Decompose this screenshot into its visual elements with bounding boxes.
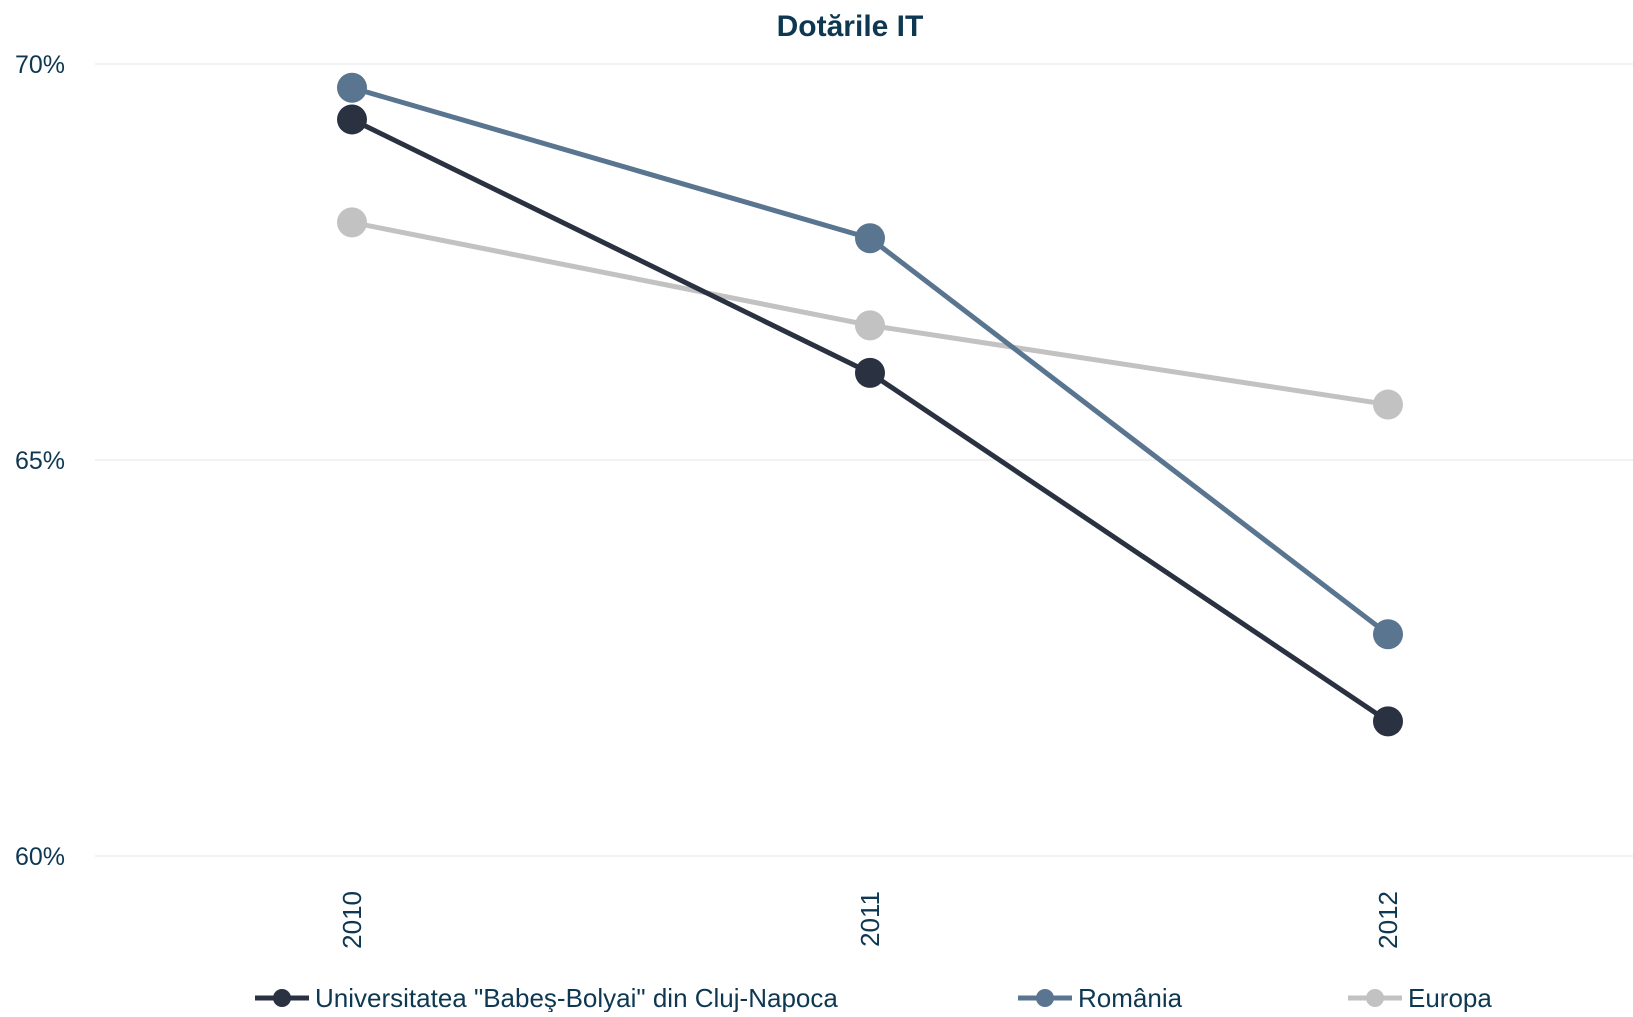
legend-label: România bbox=[1078, 983, 1183, 1012]
chart-title: Dotările IT bbox=[777, 10, 924, 43]
legend-item: Europa bbox=[1348, 983, 1492, 1013]
data-point bbox=[1373, 706, 1403, 737]
legend: Universitatea "Babeş-Bolyai" din Cluj-Na… bbox=[255, 983, 1492, 1013]
legend-label: Europa bbox=[1408, 983, 1492, 1012]
data-point bbox=[1373, 619, 1403, 650]
y-tick-label: 65% bbox=[15, 447, 65, 475]
x-axis-tick-labels: 2010 2011 2012 bbox=[337, 891, 1403, 949]
legend-label: Universitatea "Babeş-Bolyai" din Cluj-Na… bbox=[315, 983, 838, 1012]
data-point bbox=[855, 223, 885, 254]
x-tick-label: 2010 bbox=[337, 891, 367, 949]
data-point bbox=[855, 357, 885, 388]
y-tick-label: 70% bbox=[15, 51, 65, 79]
legend-swatch-marker bbox=[1366, 989, 1384, 1007]
data-point bbox=[855, 310, 885, 341]
y-tick-label: 60% bbox=[15, 843, 65, 871]
legend-item: România bbox=[1018, 983, 1183, 1013]
y-axis-tick-labels: 60% 65% 70% bbox=[15, 51, 65, 871]
series-2 bbox=[337, 207, 1403, 420]
x-tick-label: 2011 bbox=[855, 891, 885, 947]
legend-item: Universitatea "Babeş-Bolyai" din Cluj-Na… bbox=[255, 983, 838, 1013]
data-point bbox=[337, 104, 367, 135]
series-0 bbox=[337, 104, 1403, 737]
x-tick-label: 2012 bbox=[1373, 891, 1403, 949]
series-1 bbox=[337, 72, 1403, 650]
series-lines bbox=[337, 72, 1403, 737]
gridlines bbox=[95, 63, 1633, 857]
data-point bbox=[337, 72, 367, 103]
legend-swatch-marker bbox=[1036, 989, 1054, 1007]
data-point bbox=[337, 207, 367, 238]
data-point bbox=[1373, 389, 1403, 420]
legend-swatch-marker bbox=[273, 989, 291, 1007]
series-line bbox=[350, 117, 1390, 724]
